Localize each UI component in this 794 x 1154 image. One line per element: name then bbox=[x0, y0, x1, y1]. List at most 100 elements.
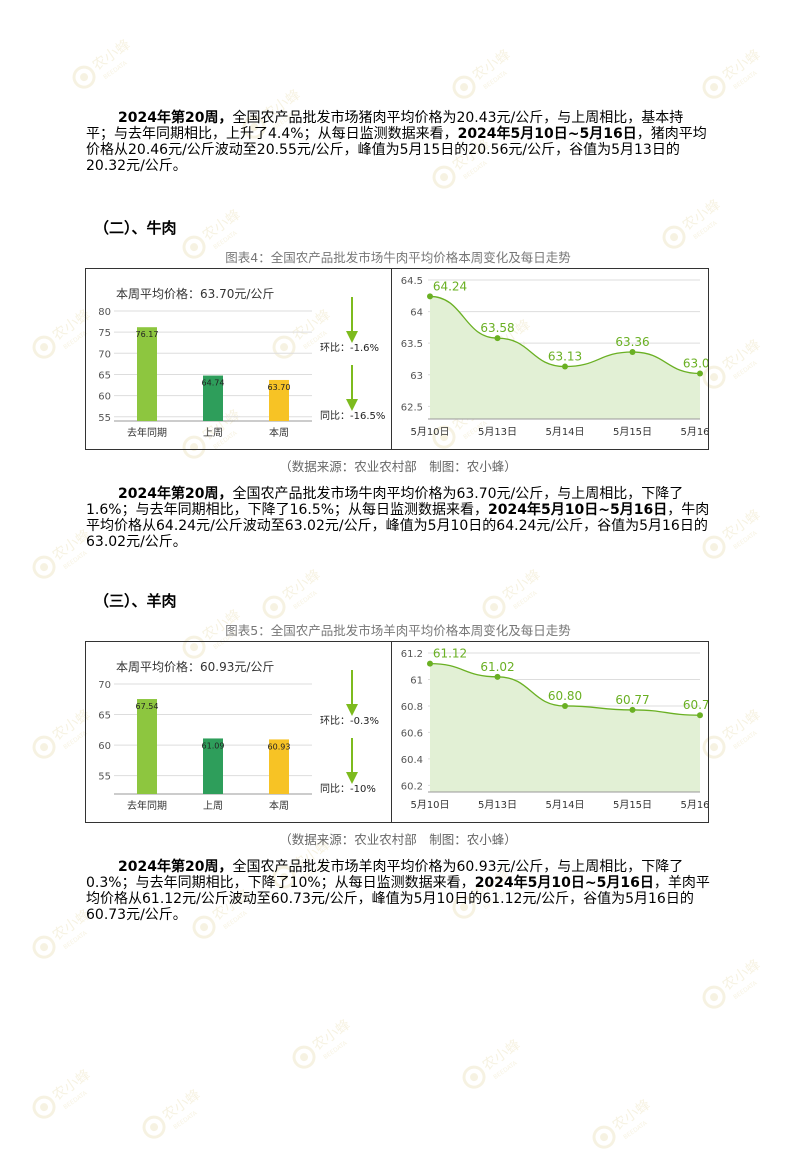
data-label: 60.77 bbox=[615, 693, 649, 707]
y-tick-label: 55 bbox=[98, 772, 111, 783]
data-point bbox=[697, 370, 703, 377]
down-arrow-icon bbox=[346, 331, 358, 343]
watermark-logo: 农小蜂 BEEDATA bbox=[20, 1060, 110, 1120]
data-point bbox=[629, 706, 636, 713]
change-label: 环比：-1.6% bbox=[320, 342, 379, 354]
beef-bar-chart: 本周平均价格：63.70元/公斤 80 75 70 65 60 55 76.17 去年同期 64.… bbox=[98, 286, 385, 439]
mutton-source: （数据来源：农业农村部 制图：农小蜂） bbox=[279, 832, 517, 847]
y-tick-label: 60.6 bbox=[401, 728, 423, 739]
mutton-heading: （三）、羊肉 bbox=[94, 592, 177, 610]
y-tick-label: 80 bbox=[98, 307, 111, 318]
bar-value-label: 61.09 bbox=[202, 741, 225, 750]
watermark-logo: 农小蜂 BEEDATA bbox=[260, 300, 350, 360]
bar-value-label: 64.74 bbox=[202, 379, 225, 388]
watermark-logo: 农小蜂 BEEDATA bbox=[690, 40, 780, 100]
y-tick-label: 70 bbox=[98, 349, 111, 360]
watermark-logo: 农小蜂 BEEDATA bbox=[470, 560, 560, 620]
y-tick-label: 63.5 bbox=[401, 339, 423, 350]
beef-paragraph: 2024年第20周，全国农产品批发市场牛肉平均价格为63.70元/公斤，与上周相… bbox=[86, 486, 710, 550]
area-fill bbox=[430, 296, 700, 419]
x-tick-label: 5月13日 bbox=[478, 799, 517, 811]
x-tick-label: 5月15日 bbox=[613, 799, 652, 811]
watermark-logo: 农小蜂 BEEDATA bbox=[690, 950, 780, 1010]
y-tick-label: 65 bbox=[98, 711, 111, 722]
bold-run: 2024年第20周， bbox=[118, 110, 233, 126]
data-label: 63.36 bbox=[615, 335, 649, 349]
data-point bbox=[562, 702, 568, 709]
y-tick-label: 60.2 bbox=[401, 781, 423, 792]
watermark-logo: 农小蜂 BEEDATA bbox=[20, 900, 110, 960]
bar bbox=[137, 327, 157, 421]
data-point bbox=[629, 349, 636, 356]
bold-run: 2024年5月10日~5月16日 bbox=[457, 126, 637, 142]
watermark-logo: 农小蜂 BEEDATA bbox=[260, 830, 350, 890]
bar-value-label: 60.93 bbox=[268, 742, 291, 751]
watermark-logo: 农小蜂 BEEDATA bbox=[130, 1080, 220, 1140]
mutton-line-chart: 61.2 61 60.8 60.6 60.4 60.2 61.12 5月10日 61.02 5月1… bbox=[401, 647, 708, 811]
watermark-logo: 农小蜂 BEEDATA bbox=[280, 1010, 370, 1070]
change-label: 环比：-0.3% bbox=[320, 715, 379, 727]
data-point bbox=[562, 363, 568, 370]
mutton-chart-caption: 图表5：全国农产品批发市场羊肉平均价格本周变化及每日走势 bbox=[225, 623, 571, 638]
bar bbox=[269, 739, 289, 794]
watermark-logo: 农小蜂 BEEDATA bbox=[690, 330, 780, 390]
mutton-paragraph: 2024年第20周，全国农产品批发市场羊肉平均价格为60.93元/公斤，与上周相… bbox=[86, 859, 710, 923]
x-tick-label: 5月15日 bbox=[613, 426, 652, 438]
x-tick-label: 上周 bbox=[203, 800, 223, 812]
x-tick-label: 5月10日 bbox=[410, 799, 449, 811]
beef-chart-caption: 图表4：全国农产品批发市场牛肉平均价格本周变化及每日走势 bbox=[225, 250, 571, 265]
down-arrow-icon bbox=[346, 399, 358, 411]
data-label: 60.80 bbox=[548, 689, 582, 703]
x-tick-label: 5月14日 bbox=[545, 799, 584, 811]
down-arrow-icon bbox=[346, 772, 358, 784]
change-label: 同比：-10% bbox=[320, 783, 376, 795]
x-tick-label: 本周 bbox=[269, 799, 289, 812]
data-point bbox=[427, 660, 433, 667]
chart-divider bbox=[391, 269, 392, 449]
bar-value-label: 76.17 bbox=[136, 330, 159, 339]
bar-value-label: 67.54 bbox=[136, 702, 159, 711]
bold-run: 2024年第20周， bbox=[118, 859, 233, 875]
watermark-logo: 农小蜂 BEEDATA bbox=[20, 300, 110, 360]
bar bbox=[269, 379, 289, 421]
y-tick-label: 64 bbox=[410, 308, 423, 319]
y-tick-label: 64.5 bbox=[401, 276, 423, 287]
watermark-logo: 农小蜂 BEEDATA bbox=[250, 560, 340, 620]
y-tick-label: 65 bbox=[98, 370, 111, 381]
bar-chart-title: 本周平均价格：60.93元/公斤 bbox=[116, 659, 274, 674]
mutton-bar-chart: 本周平均价格：60.93元/公斤 70 65 60 55 67.54 去年同期 61.09 上周… bbox=[98, 659, 379, 812]
data-point bbox=[494, 673, 501, 680]
y-tick-label: 61 bbox=[410, 675, 423, 686]
y-tick-label: 60.4 bbox=[401, 755, 423, 766]
watermark-logo: 农小蜂 BEEDATA bbox=[580, 1090, 670, 1150]
data-label: 63.02 bbox=[683, 357, 708, 371]
beef-chart-panel: 本周平均价格：63.70元/公斤 80 75 70 65 60 55 76.17 去年同期 64.… bbox=[85, 268, 709, 450]
watermark-logo: 农小蜂 BEEDATA bbox=[440, 860, 530, 920]
watermark-logo: 农小蜂 BEEDATA bbox=[440, 40, 530, 100]
y-tick-label: 55 bbox=[98, 413, 111, 424]
pork-paragraph: 2024年第20周，全国农产品批发市场猪肉平均价格为20.43元/公斤，与上周相… bbox=[86, 110, 710, 174]
watermark-logo: 农小蜂 BEEDATA bbox=[230, 80, 320, 140]
bar-chart-title: 本周平均价格：63.70元/公斤 bbox=[116, 286, 274, 301]
data-label: 64.24 bbox=[433, 279, 467, 293]
x-tick-label: 5月10日 bbox=[410, 426, 449, 438]
watermark-logo: 农小蜂 BEEDATA bbox=[180, 880, 270, 940]
data-point bbox=[494, 335, 501, 342]
text-run: ，牛肉平均价格从64.24元/公斤波动至63.02元/公斤，峰值为5月10日的6… bbox=[86, 502, 710, 550]
beef-source: （数据来源：农业农村部 制图：农小蜂） bbox=[279, 459, 517, 474]
watermark-logo: 农小蜂 BEEDATA bbox=[690, 700, 780, 760]
watermark-logo: 农小蜂 BEEDATA bbox=[20, 520, 110, 580]
x-tick-label: 5月16日 bbox=[680, 799, 708, 811]
data-label: 61.02 bbox=[480, 660, 514, 674]
bar bbox=[137, 699, 157, 794]
y-tick-label: 60 bbox=[98, 392, 111, 403]
data-label: 60.73 bbox=[683, 698, 708, 712]
mutton-chart-panel: 本周平均价格：60.93元/公斤 70 65 60 55 67.54 去年同期 61.09 上周… bbox=[85, 641, 709, 823]
bold-run: 2024年5月10日~5月16日 bbox=[488, 502, 668, 518]
bar-value-label: 63.70 bbox=[268, 383, 291, 392]
text-run: ，猪肉平均价格从20.46元/公斤波动至20.55元/公斤，峰值为5月15日的2… bbox=[86, 126, 707, 174]
x-tick-label: 5月13日 bbox=[478, 426, 517, 438]
data-label: 63.58 bbox=[480, 321, 514, 335]
y-tick-label: 75 bbox=[98, 328, 111, 339]
data-point bbox=[697, 712, 703, 719]
